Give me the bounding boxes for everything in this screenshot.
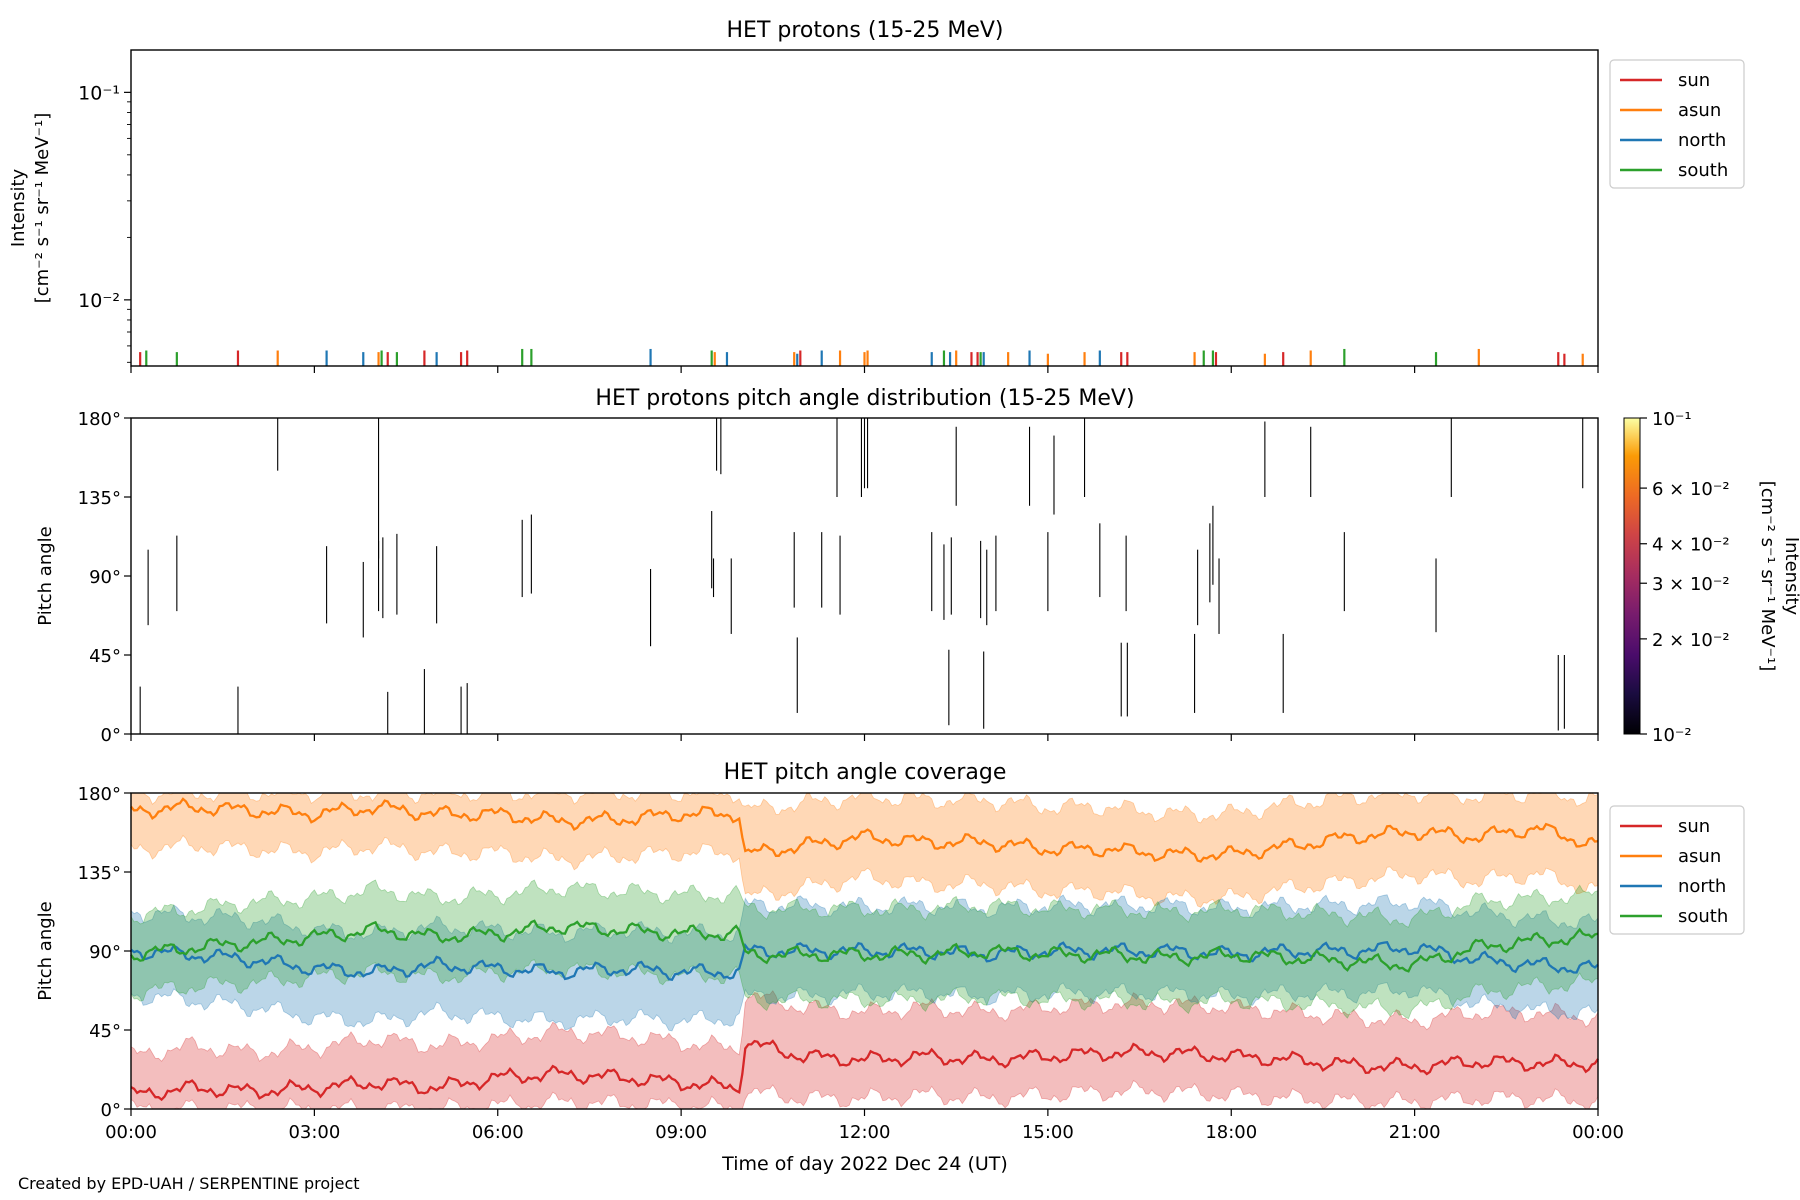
y-tick-label: 10⁻²	[78, 290, 120, 312]
y-tick-label: 135°	[78, 863, 121, 884]
x-axis-label: Time of day 2022 Dec 24 (UT)	[721, 1153, 1008, 1175]
panel2-y-axis: 0° 45° 90° 135° 180°	[78, 409, 131, 746]
x-tick-label: 06:00	[472, 1122, 524, 1143]
coverage-mean-south	[130, 919, 1599, 973]
y-tick-label: 135°	[78, 488, 121, 509]
y-tick-label: 10⁻¹	[78, 82, 120, 104]
panel1-ylabel-unit: [cm⁻² s⁻¹ sr⁻¹ MeV⁻¹]	[32, 113, 53, 304]
x-tick-label: 21:00	[1389, 1122, 1441, 1143]
panel1-title: HET protons (15-25 MeV)	[727, 18, 1004, 43]
legend-label-south: south	[1678, 160, 1728, 181]
panel3-x-axis: 00:00 03:00 06:00 09:00 12:00 15:00 18:00 21:00…	[105, 1109, 1624, 1143]
panel1-plot-area	[139, 348, 1584, 366]
colorbar-gradient	[1623, 417, 1641, 735]
x-tick-label: 12:00	[839, 1122, 891, 1143]
panel1-ylabel-text: Intensity	[8, 168, 29, 247]
legend-box	[1609, 805, 1745, 935]
colorbar-tick-label: 10⁻²	[1652, 725, 1692, 746]
panel2-ylabel: Pitch angle	[35, 526, 56, 625]
colorbar-label-text: Intensity	[1781, 537, 1800, 616]
legend-label-sun: sun	[1678, 816, 1710, 837]
legend-label-north: north	[1678, 130, 1726, 151]
panel-coverage: HET pitch angle coverage 0° 45° 90° 135° 180…	[35, 760, 1745, 1175]
y-tick-label: 45°	[89, 646, 121, 667]
colorbar-tick-label: 3 × 10⁻²	[1652, 574, 1730, 595]
y-tick-label: 90°	[89, 942, 121, 963]
panel1-x-axis	[130, 366, 1599, 373]
panel-intensity: HET protons (15-25 MeV) 10⁻¹ 10⁻² Intensi…	[8, 18, 1745, 373]
coverage-mean-sun	[130, 1039, 1599, 1102]
colorbar-ticks: 10⁻¹ 6 × 10⁻² 4 × 10⁻² 3 × 10⁻² 2 × 10⁻² 10⁻²	[1640, 409, 1730, 746]
panel3-legend: sun asun north south	[1609, 805, 1745, 935]
legend-label-south: south	[1678, 906, 1728, 927]
panel2-title: HET protons pitch angle distribution (15…	[595, 386, 1134, 411]
y-tick-label: 0°	[101, 725, 121, 746]
panel1-ylabel: Intensity [cm⁻² s⁻¹ sr⁻¹ MeV⁻¹]	[8, 113, 53, 304]
colorbar-tick-label: 10⁻¹	[1652, 409, 1692, 430]
y-tick-label: 180°	[78, 409, 121, 430]
y-tick-label: 180°	[78, 784, 121, 805]
legend-label-asun: asun	[1678, 846, 1721, 867]
colorbar-label: Intensity [cm⁻² s⁻¹ sr⁻¹ MeV⁻¹]	[1757, 481, 1800, 672]
x-tick-label: 03:00	[288, 1122, 340, 1143]
panel3-title: HET pitch angle coverage	[724, 760, 1007, 785]
x-tick-label: 15:00	[1022, 1122, 1074, 1143]
credit-text: Created by EPD-UAH / SERPENTINE project	[18, 1174, 360, 1193]
colorbar-tick-label: 4 × 10⁻²	[1652, 535, 1730, 556]
colorbar-label-unit: [cm⁻² s⁻¹ sr⁻¹ MeV⁻¹]	[1757, 481, 1778, 672]
panel3-y-axis: 0° 45° 90° 135° 180°	[78, 784, 131, 1121]
colorbar-tick-label: 2 × 10⁻²	[1652, 630, 1730, 651]
y-tick-label: 90°	[89, 567, 121, 588]
panel1-legend: sun asun north south	[1609, 59, 1745, 189]
x-tick-label: 09:00	[655, 1122, 707, 1143]
x-tick-label: 00:00	[1572, 1122, 1624, 1143]
x-tick-label: 00:00	[105, 1122, 157, 1143]
panel1-y-axis: 10⁻¹ 10⁻²	[78, 82, 131, 363]
legend-label-asun: asun	[1678, 100, 1721, 121]
panel2-plot-area	[139, 418, 1584, 734]
y-tick-label: 45°	[89, 1021, 121, 1042]
legend-box	[1609, 59, 1745, 189]
x-tick-label: 18:00	[1205, 1122, 1257, 1143]
panel3-ylabel: Pitch angle	[35, 901, 56, 1000]
panel2-x-axis	[130, 734, 1599, 741]
coverage-mean-north	[130, 940, 1599, 981]
panel-pad: HET protons pitch angle distribution (15…	[35, 386, 1800, 746]
panel3-plot-area	[130, 792, 1599, 1110]
y-tick-label: 0°	[101, 1100, 121, 1121]
panel1-frame	[130, 49, 1599, 367]
coverage-mean-asun	[130, 797, 1599, 863]
legend-label-north: north	[1678, 876, 1726, 897]
colorbar: 10⁻¹ 6 × 10⁻² 4 × 10⁻² 3 × 10⁻² 2 × 10⁻² 10⁻²…	[1623, 409, 1800, 746]
legend-label-sun: sun	[1678, 70, 1710, 91]
colorbar-tick-label: 6 × 10⁻²	[1652, 479, 1730, 500]
